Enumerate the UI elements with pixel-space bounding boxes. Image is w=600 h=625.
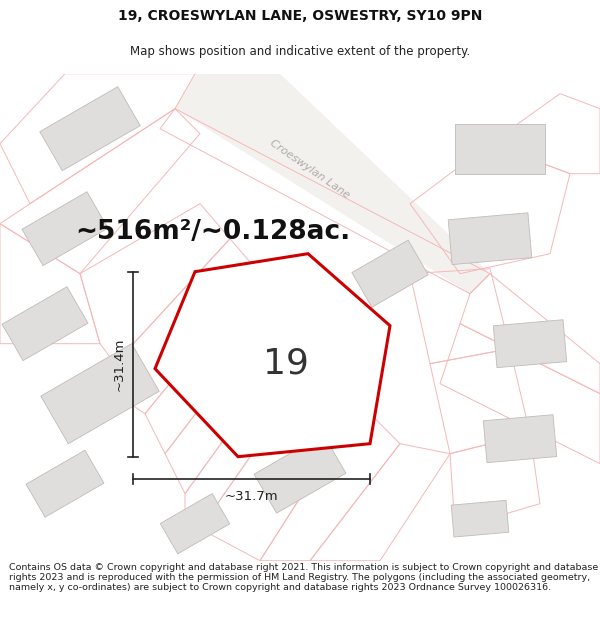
Polygon shape: [451, 501, 509, 537]
Polygon shape: [455, 124, 545, 174]
Polygon shape: [26, 450, 104, 517]
Polygon shape: [155, 254, 390, 457]
Text: Croeswylan Lane: Croeswylan Lane: [268, 138, 352, 200]
Polygon shape: [160, 494, 230, 554]
Text: ~31.4m: ~31.4m: [113, 338, 125, 391]
Polygon shape: [254, 434, 346, 513]
Text: Map shows position and indicative extent of the property.: Map shows position and indicative extent…: [130, 45, 470, 58]
Polygon shape: [493, 320, 566, 368]
Polygon shape: [22, 192, 108, 266]
Text: 19, CROESWYLAN LANE, OSWESTRY, SY10 9PN: 19, CROESWYLAN LANE, OSWESTRY, SY10 9PN: [118, 9, 482, 22]
Text: ~516m²/~0.128ac.: ~516m²/~0.128ac.: [75, 219, 350, 245]
Polygon shape: [352, 240, 428, 308]
Polygon shape: [448, 213, 532, 264]
Polygon shape: [41, 344, 159, 444]
Text: ~31.7m: ~31.7m: [224, 490, 278, 503]
Polygon shape: [2, 287, 88, 361]
Text: Contains OS data © Crown copyright and database right 2021. This information is : Contains OS data © Crown copyright and d…: [9, 562, 598, 592]
Polygon shape: [40, 87, 140, 171]
Text: 19: 19: [263, 346, 309, 381]
Polygon shape: [175, 74, 490, 294]
Polygon shape: [484, 415, 557, 462]
